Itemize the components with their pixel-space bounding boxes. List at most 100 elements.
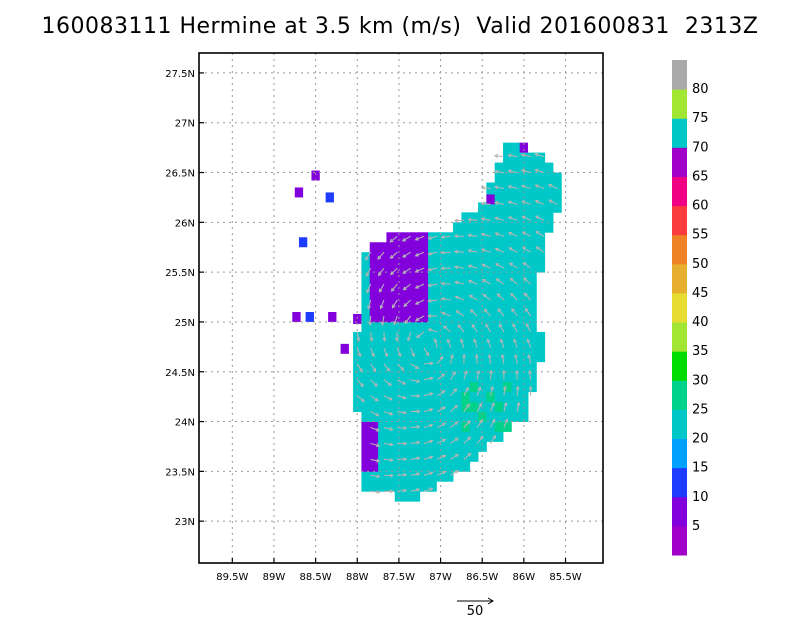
speed-cell <box>378 292 387 303</box>
wind-vector <box>521 185 531 189</box>
wind-vector <box>455 281 465 285</box>
wind-vector <box>481 248 491 253</box>
wind-vector <box>455 296 465 301</box>
wind-vector <box>496 278 505 285</box>
speed-cell <box>486 182 496 193</box>
y-tick-label: 26.5N <box>165 169 195 180</box>
speed-cell <box>394 321 404 333</box>
speed-cell <box>503 391 512 403</box>
speed-cell <box>436 321 446 333</box>
x-tick-label: 89W <box>263 572 286 583</box>
speed-cell <box>403 331 412 343</box>
speed-cell <box>369 451 379 462</box>
speed-cell <box>486 431 496 442</box>
wind-vector <box>471 324 478 333</box>
speed-cell <box>494 272 504 283</box>
speed-cell <box>361 282 371 293</box>
wind-vector-head <box>494 216 499 221</box>
wind-vector-head <box>493 185 499 190</box>
speed-cell <box>428 302 437 313</box>
wind-vector-head <box>427 235 432 240</box>
wind-vector <box>508 185 518 190</box>
speed-cell <box>386 371 396 383</box>
wind-vector <box>416 331 425 338</box>
speed-cell <box>419 381 429 393</box>
wind-vector-head <box>440 234 445 240</box>
wind-vector-head <box>479 435 484 440</box>
colorbar-label: 45 <box>692 286 709 301</box>
speed-cell <box>361 341 371 353</box>
wind-vector <box>503 386 506 396</box>
wind-vector <box>495 263 505 269</box>
colorbar-swatch <box>672 292 687 323</box>
speed-cell <box>411 341 421 353</box>
wind-vector <box>397 411 407 414</box>
wind-vector-head <box>429 392 434 397</box>
speed-cell <box>403 371 412 383</box>
speed-cell <box>428 421 437 432</box>
wind-vector-head <box>507 153 512 158</box>
wind-vector-head <box>389 489 395 494</box>
speed-cell <box>411 311 421 323</box>
speed-cell <box>444 302 454 313</box>
speed-cell <box>361 381 371 393</box>
speed-cell <box>486 311 496 323</box>
colorbar-label: 15 <box>692 461 709 476</box>
speed-cell <box>419 401 429 412</box>
speed-cell <box>511 341 521 353</box>
wind-vector-head <box>401 380 407 385</box>
wind-vector-head <box>527 369 532 374</box>
speed-cell <box>503 152 512 163</box>
wind-vector <box>524 292 531 301</box>
wind-vector <box>482 279 491 285</box>
speed-cell <box>394 471 404 482</box>
wind-vector-head <box>375 427 381 432</box>
speed-cell <box>361 441 371 452</box>
speed-cell <box>378 471 387 482</box>
speed-cell <box>369 282 379 293</box>
wind-vector-head <box>449 353 454 359</box>
wind-vector-head <box>415 317 420 321</box>
speed-cell <box>461 232 471 243</box>
wind-vector <box>498 323 505 333</box>
wind-vector <box>441 312 451 317</box>
speed-cell <box>419 331 429 343</box>
speed-cell <box>386 341 396 353</box>
speed-cell <box>536 331 546 343</box>
speed-cell <box>511 242 521 253</box>
wind-vector-head <box>523 277 528 282</box>
colorbar-label: 70 <box>692 140 709 155</box>
wind-vector-head <box>403 457 408 462</box>
speed-cell <box>411 411 421 422</box>
wind-vector-head <box>526 338 531 343</box>
wind-vector <box>365 267 372 277</box>
wind-vector <box>410 379 420 383</box>
colorbar-swatch <box>672 205 687 236</box>
wind-vector-head <box>403 472 408 477</box>
wind-vector <box>521 200 531 205</box>
speed-cell <box>294 187 304 198</box>
wind-vector-head <box>466 419 471 425</box>
speed-cell <box>461 222 471 233</box>
speed-cell <box>453 222 462 233</box>
speed-cell <box>403 302 412 313</box>
colorbar-label: 20 <box>692 432 709 447</box>
wind-vector-head <box>441 422 447 427</box>
wind-vector-head <box>439 355 444 360</box>
wind-vector-head <box>389 457 395 462</box>
speed-cell <box>461 311 471 323</box>
colorbar-label: 80 <box>692 82 709 97</box>
speed-cell <box>544 202 554 213</box>
speed-cell <box>444 401 454 412</box>
wind-vector <box>415 235 425 241</box>
wind-vector <box>370 474 380 478</box>
speed-cell <box>503 311 512 323</box>
wind-vector-head <box>365 272 370 278</box>
speed-cell <box>511 292 521 303</box>
wind-vector-head <box>476 369 481 375</box>
speed-cell <box>461 262 471 273</box>
speed-cell <box>511 142 521 154</box>
speed-cell <box>361 302 371 313</box>
speed-cell <box>494 341 504 353</box>
speed-cell <box>511 232 521 243</box>
